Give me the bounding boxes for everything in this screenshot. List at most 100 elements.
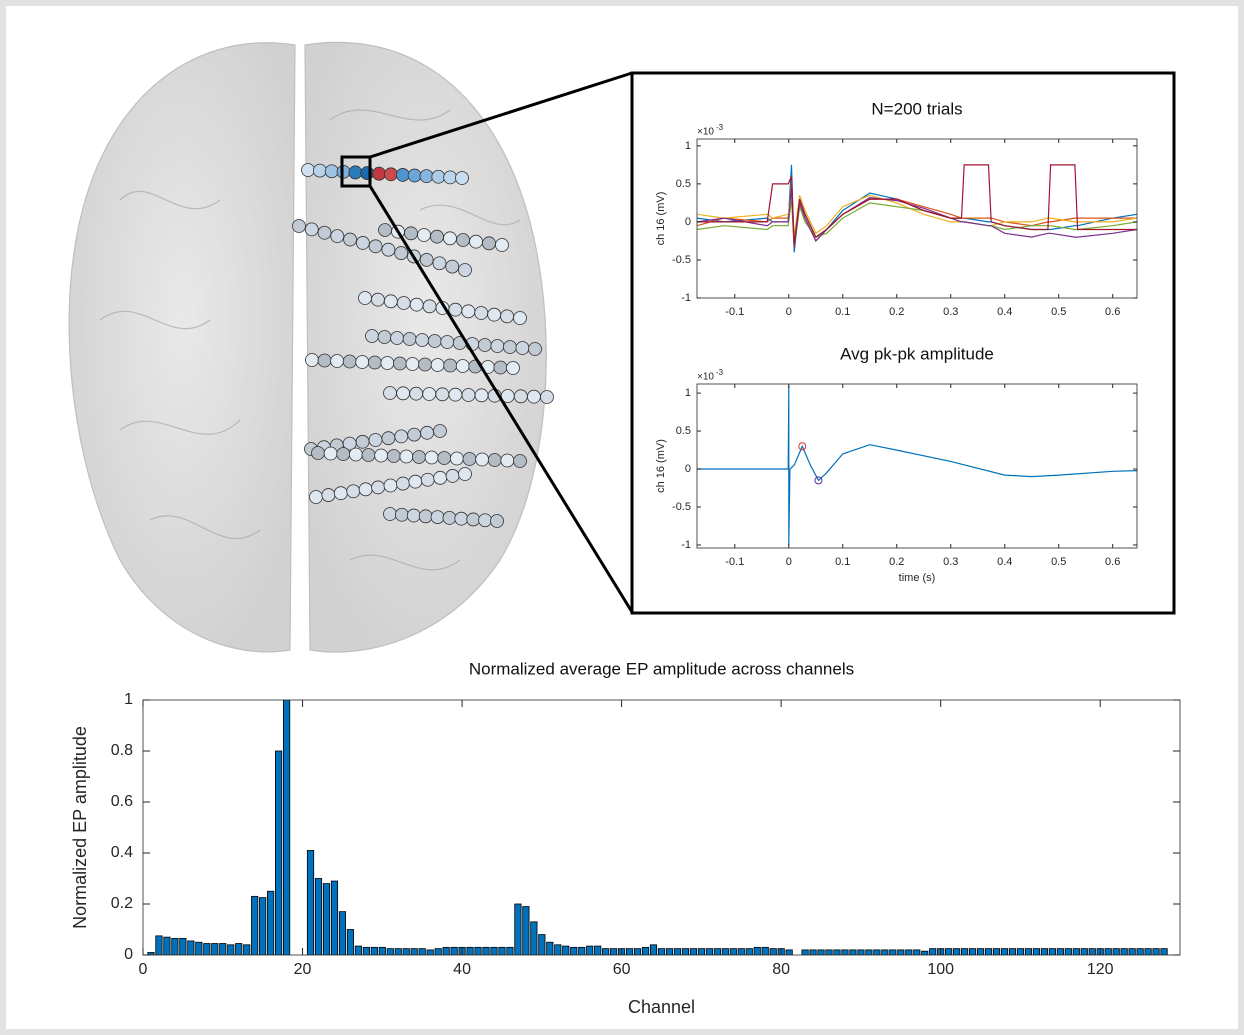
y-scale-base: ×10: [697, 127, 714, 138]
x-tick-label: 0.3: [943, 306, 958, 318]
chart-title: Normalized average EP amplitude across c…: [469, 659, 854, 678]
bar: [992, 948, 1001, 955]
electrode: [437, 451, 452, 465]
y-tick-label: 1: [685, 140, 691, 152]
electrode: [324, 164, 339, 179]
bar: [641, 946, 650, 955]
electrode: [407, 427, 422, 442]
bar: [889, 949, 897, 955]
y-tick-label: 0: [124, 946, 133, 963]
bar: [530, 921, 538, 955]
bar: [1040, 948, 1048, 955]
bar: [370, 946, 378, 955]
x-tick-label: 20: [294, 961, 312, 978]
electrode: [513, 454, 527, 468]
electrode: [384, 167, 398, 182]
electrode: [474, 388, 489, 403]
y-axis-label: Normalized EP amplitude: [70, 726, 90, 929]
electrode: [317, 225, 332, 240]
bar: [251, 895, 259, 955]
electrode: [462, 452, 477, 466]
bar: [689, 948, 697, 955]
bar: [769, 948, 777, 955]
electrode: [312, 163, 327, 178]
bar: [155, 935, 163, 955]
bar: [1160, 948, 1168, 955]
x-tick-label: 0.4: [997, 556, 1012, 568]
bar: [386, 948, 394, 955]
bar: [873, 949, 881, 955]
electrode: [301, 163, 315, 177]
bar: [267, 890, 275, 955]
electrode: [383, 478, 398, 493]
electrode: [367, 355, 382, 370]
electrode: [417, 228, 431, 242]
electrode: [482, 236, 496, 251]
bar: [976, 948, 985, 955]
bar: [745, 948, 753, 955]
electrode: [500, 309, 514, 324]
electrode: [394, 246, 409, 260]
bar: [322, 883, 331, 955]
electrode: [528, 342, 542, 356]
y-scale-base: ×10: [697, 372, 714, 383]
bar: [562, 945, 570, 955]
bar: [913, 949, 921, 955]
electrode: [407, 168, 422, 183]
y-tick-label: -1: [681, 292, 691, 304]
bar: [1016, 948, 1025, 955]
y-scale-power: -3: [716, 123, 724, 132]
electrode: [393, 356, 407, 371]
electrode: [346, 484, 361, 499]
bar: [450, 946, 458, 955]
x-tick-label: 0.4: [997, 306, 1012, 318]
bar: [498, 946, 506, 955]
electrode-grid: [292, 163, 554, 528]
electrode: [469, 234, 483, 249]
x-tick-label: 0.6: [1105, 556, 1120, 568]
electrode: [377, 330, 392, 344]
y-tick-label: 0: [685, 463, 691, 475]
electrode: [305, 353, 319, 367]
electrode: [381, 242, 396, 257]
y-tick-label: 0.4: [111, 844, 133, 861]
peak-marker: [814, 476, 823, 485]
electrode: [371, 480, 385, 495]
bar: [881, 949, 889, 955]
electrode: [422, 299, 437, 314]
bar: [378, 946, 386, 955]
electrode: [420, 425, 435, 440]
chart-title: Avg pk-pk amplitude: [840, 344, 994, 363]
bar: [546, 941, 554, 955]
electrode: [456, 233, 470, 247]
bar: [338, 911, 347, 955]
bar: [426, 949, 434, 955]
bar: [665, 948, 674, 955]
bar: [259, 897, 267, 955]
electrode: [394, 429, 409, 444]
electrode: [383, 507, 397, 521]
electrode: [442, 510, 457, 525]
electrode: [371, 292, 385, 307]
electrode: [360, 166, 375, 180]
y-tick-label: 0.6: [111, 793, 133, 810]
x-tick-label: 0.1: [835, 556, 850, 568]
bar: [1152, 948, 1160, 955]
bar: [953, 948, 961, 955]
bar: [721, 948, 729, 955]
electrode: [333, 486, 348, 501]
bar: [482, 946, 490, 955]
electrode: [477, 338, 492, 352]
bar: [1032, 948, 1041, 955]
electrode: [500, 453, 515, 468]
x-tick-label: 0.5: [1051, 306, 1066, 318]
bar: [594, 945, 602, 955]
electrode: [449, 451, 464, 466]
electrode: [330, 354, 345, 368]
bar: [578, 946, 586, 955]
bar: [538, 934, 546, 955]
electrode: [478, 513, 493, 528]
bar: [921, 950, 929, 955]
y-tick-label: -1: [681, 539, 691, 551]
electrode: [381, 431, 396, 446]
